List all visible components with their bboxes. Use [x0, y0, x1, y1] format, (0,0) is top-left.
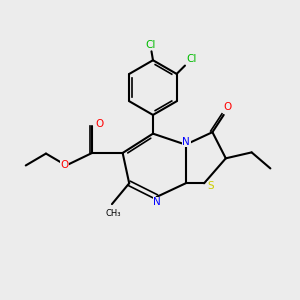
Text: S: S: [207, 181, 214, 191]
Text: O: O: [224, 103, 232, 112]
Text: N: N: [153, 197, 161, 207]
Text: CH₃: CH₃: [105, 208, 121, 217]
Text: Cl: Cl: [186, 54, 197, 64]
Text: N: N: [182, 137, 190, 147]
Text: Cl: Cl: [146, 40, 156, 50]
Text: O: O: [60, 160, 68, 170]
Text: O: O: [95, 119, 103, 129]
